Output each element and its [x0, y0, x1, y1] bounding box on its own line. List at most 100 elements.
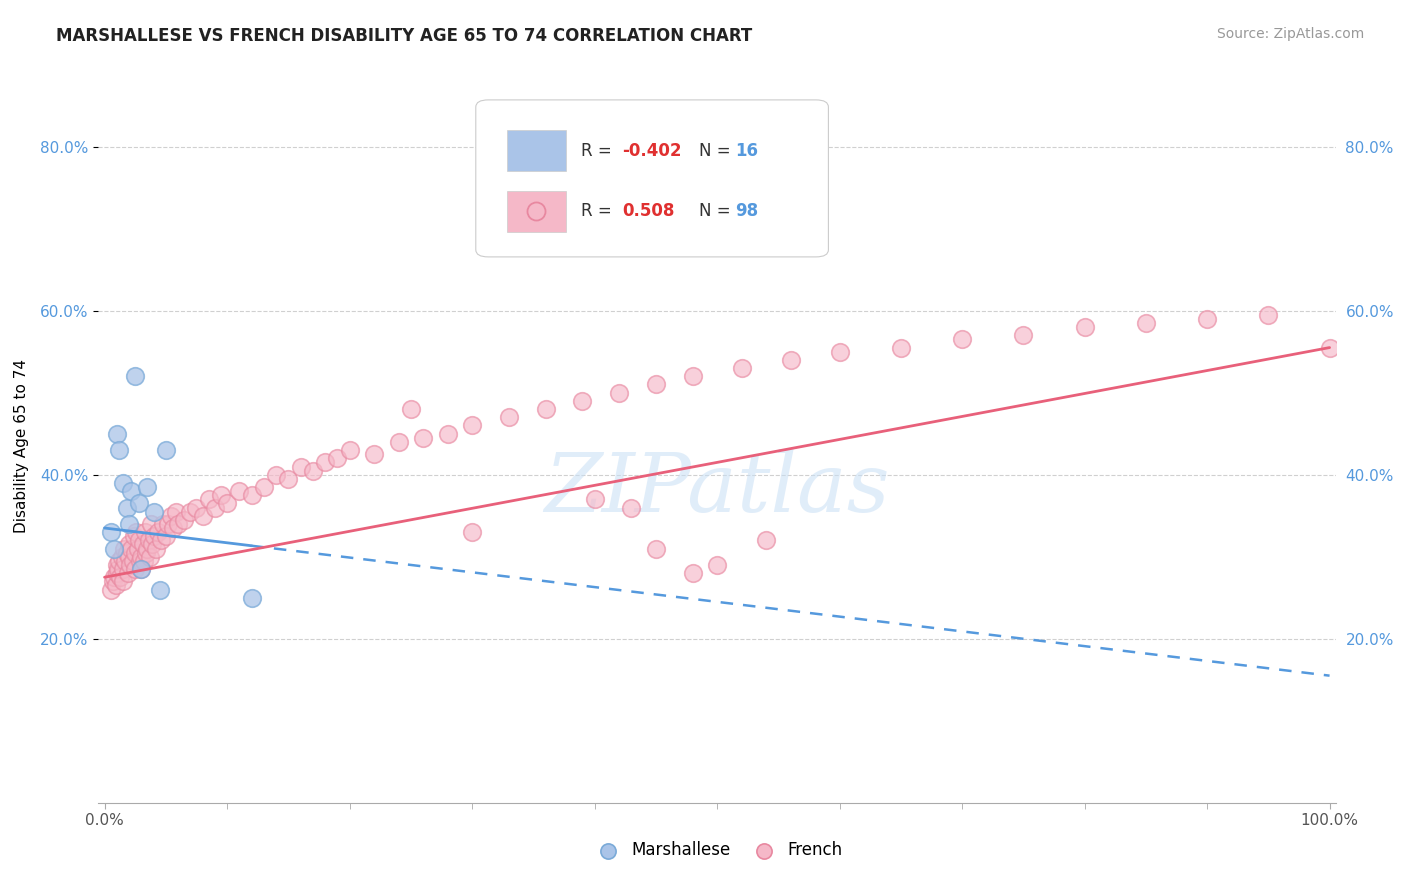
- Text: -0.402: -0.402: [621, 142, 682, 160]
- Point: [162, 521, 184, 535]
- Text: R =: R =: [581, 142, 617, 160]
- Point: [399, 402, 422, 417]
- Point: [110, 570, 132, 584]
- Point: [1135, 316, 1157, 330]
- Point: [131, 537, 153, 551]
- Point: [148, 525, 170, 540]
- Point: [136, 480, 159, 494]
- Point: [120, 558, 142, 572]
- Point: [1073, 320, 1095, 334]
- Point: [114, 554, 136, 568]
- Text: R =: R =: [581, 202, 617, 220]
- Point: [339, 443, 361, 458]
- Point: [412, 431, 434, 445]
- Point: [117, 566, 139, 581]
- Point: [682, 566, 704, 581]
- Legend: Marshallese, French: Marshallese, French: [585, 835, 849, 866]
- Point: [111, 475, 134, 490]
- Point: [115, 500, 138, 515]
- Point: [204, 500, 226, 515]
- Point: [108, 554, 131, 568]
- Point: [139, 516, 162, 531]
- Point: [145, 541, 167, 556]
- Point: [138, 533, 160, 548]
- Point: [149, 582, 172, 597]
- Point: [103, 541, 125, 556]
- Point: [682, 369, 704, 384]
- Point: [105, 566, 128, 581]
- Point: [128, 496, 150, 510]
- Point: [124, 546, 146, 560]
- Point: [122, 529, 145, 543]
- Point: [215, 496, 238, 510]
- Point: [136, 541, 159, 556]
- Text: 98: 98: [735, 202, 759, 220]
- Point: [121, 541, 143, 556]
- Point: [139, 549, 162, 564]
- Point: [173, 513, 195, 527]
- Point: [135, 546, 157, 560]
- Text: MARSHALLESE VS FRENCH DISABILITY AGE 65 TO 74 CORRELATION CHART: MARSHALLESE VS FRENCH DISABILITY AGE 65 …: [56, 27, 752, 45]
- Text: ZIPatlas: ZIPatlas: [544, 449, 890, 529]
- Point: [436, 426, 458, 441]
- Point: [363, 447, 385, 461]
- Point: [301, 464, 323, 478]
- Point: [779, 352, 801, 367]
- Point: [1319, 341, 1341, 355]
- Point: [107, 562, 129, 576]
- Point: [387, 434, 409, 449]
- Point: [124, 562, 146, 576]
- Point: [326, 451, 349, 466]
- Point: [118, 549, 141, 564]
- Point: [142, 529, 165, 543]
- Point: [253, 480, 276, 494]
- Point: [129, 549, 152, 564]
- Point: [129, 562, 152, 576]
- Point: [644, 541, 666, 556]
- Point: [264, 467, 287, 482]
- Point: [118, 516, 141, 531]
- Point: [186, 500, 208, 515]
- Point: [155, 529, 177, 543]
- Point: [167, 516, 190, 531]
- Point: [209, 488, 232, 502]
- Point: [1012, 328, 1035, 343]
- FancyBboxPatch shape: [506, 130, 567, 171]
- Point: [314, 455, 336, 469]
- Point: [277, 472, 299, 486]
- Point: [583, 492, 606, 507]
- Point: [121, 554, 143, 568]
- Point: [111, 562, 134, 576]
- Text: 0.508: 0.508: [621, 202, 673, 220]
- Point: [118, 537, 141, 551]
- Point: [149, 533, 172, 548]
- Point: [290, 459, 312, 474]
- Point: [152, 516, 174, 531]
- FancyBboxPatch shape: [475, 100, 828, 257]
- Text: Source: ZipAtlas.com: Source: ZipAtlas.com: [1216, 27, 1364, 41]
- Point: [124, 369, 146, 384]
- Point: [129, 562, 152, 576]
- Point: [108, 443, 131, 458]
- Point: [121, 484, 143, 499]
- Point: [111, 549, 134, 564]
- Point: [104, 578, 127, 592]
- Point: [155, 443, 177, 458]
- Point: [620, 500, 643, 515]
- FancyBboxPatch shape: [506, 191, 567, 232]
- Point: [1197, 311, 1219, 326]
- Point: [730, 361, 752, 376]
- Point: [571, 393, 593, 408]
- Point: [1257, 308, 1279, 322]
- Y-axis label: Disability Age 65 to 74: Disability Age 65 to 74: [14, 359, 30, 533]
- Point: [607, 385, 630, 400]
- Point: [142, 505, 165, 519]
- Point: [191, 508, 214, 523]
- Point: [498, 410, 520, 425]
- Point: [129, 554, 152, 568]
- Point: [644, 377, 666, 392]
- Point: [240, 488, 263, 502]
- Text: N =: N =: [699, 202, 735, 220]
- Point: [461, 525, 484, 540]
- Point: [159, 508, 181, 523]
